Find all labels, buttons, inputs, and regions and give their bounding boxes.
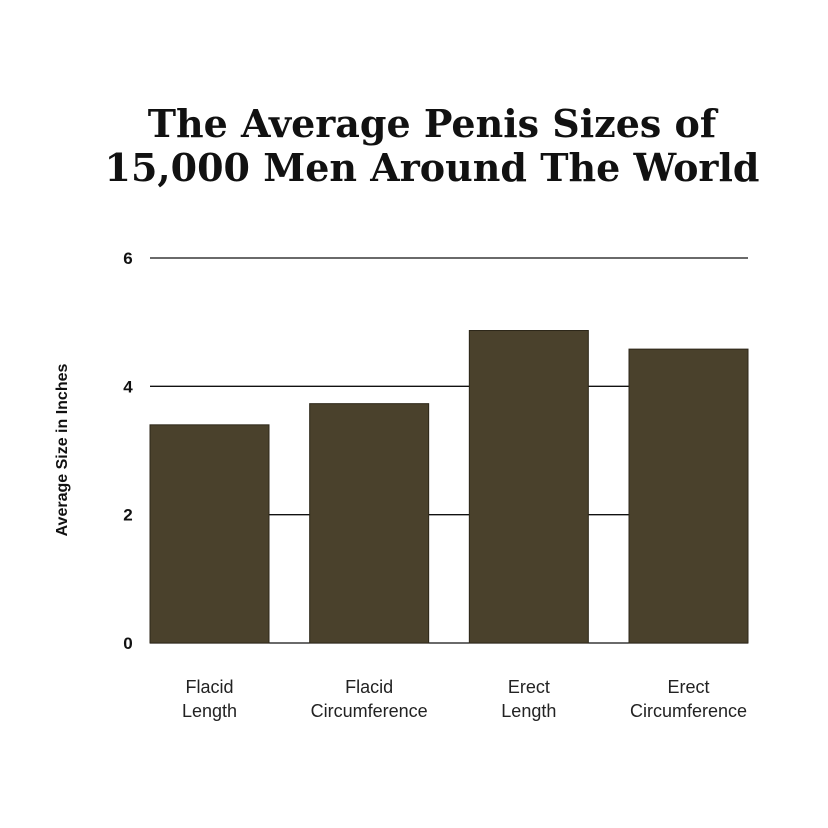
x-category-label: Flacid [345, 677, 393, 697]
chart-title-line-2: 15,000 Men Around The World [105, 145, 760, 190]
x-category-label: Erect [508, 677, 550, 697]
y-axis-label: Average Size in Inches [54, 363, 71, 536]
x-category-label: Flacid [185, 677, 233, 697]
x-category-label: Length [501, 701, 556, 721]
bar-3 [468, 330, 589, 644]
x-category-label: Length [182, 701, 237, 721]
y-tick-label: 6 [123, 249, 132, 268]
bars-layer [149, 330, 749, 644]
y-tick-label: 2 [123, 506, 132, 525]
y-tick-label: 0 [123, 634, 132, 653]
x-category-label: Circumference [311, 701, 428, 721]
x-category-layer: Flacid Length Flacid Circumference Erect Leng… [182, 677, 747, 721]
x-category-label: Circumference [630, 701, 747, 721]
bar-4 [628, 348, 749, 644]
y-tick-layer: 0 2 4 6 [123, 249, 133, 653]
x-category-label: Erect [667, 677, 709, 697]
y-tick-label: 4 [123, 377, 133, 396]
bar-1 [149, 424, 270, 644]
bar-2 [309, 403, 430, 644]
chart-title-line-1: The Average Penis Sizes of [148, 101, 719, 146]
